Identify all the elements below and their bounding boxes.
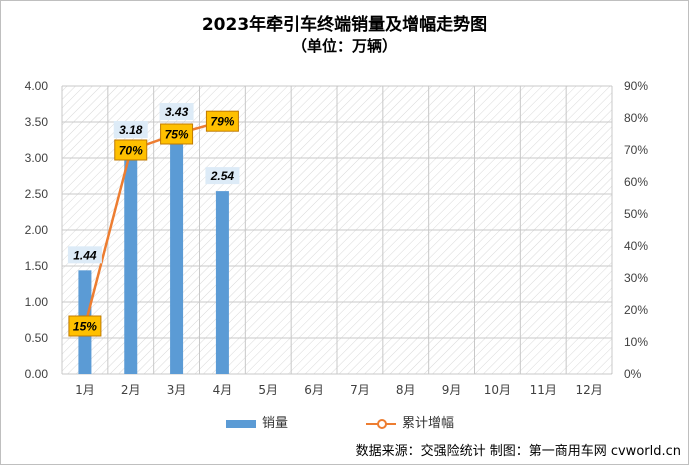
line-label-bg <box>68 315 102 337</box>
bar-data-label: 3.43 <box>165 105 189 119</box>
x-tick-label: 10月 <box>484 383 511 397</box>
bar-label-bg <box>113 121 148 139</box>
legend-label-sales: 销量 <box>262 416 289 431</box>
y-left-tick-label: 0.00 <box>25 367 49 381</box>
y-left-tick-label: 0.50 <box>25 331 49 345</box>
series-line-growth <box>83 119 223 327</box>
y-right-tick-label: 30% <box>624 271 648 285</box>
y-left-tick-label: 2.50 <box>25 187 49 201</box>
line-label-bg <box>160 123 194 145</box>
x-tick-label: 3月 <box>167 383 187 397</box>
x-tick-label: 5月 <box>258 383 278 397</box>
y-right-tick-label: 60% <box>624 175 648 189</box>
y-left-tick-label: 4.00 <box>25 79 49 93</box>
x-tick-label: 9月 <box>442 383 462 397</box>
bar-sales <box>170 127 184 374</box>
bar-data-label: 1.44 <box>73 248 97 262</box>
bar-label-bg <box>67 246 102 264</box>
x-tick-label: 4月 <box>213 383 233 397</box>
y-right-tick-label: 50% <box>624 207 648 221</box>
bar-label-bg <box>159 103 194 121</box>
line-data-label: 75% <box>165 128 189 142</box>
bar-data-label: 3.18 <box>119 123 143 137</box>
y-left-tick-label: 3.50 <box>25 115 49 129</box>
line-data-label: 79% <box>210 115 234 129</box>
bar-data-label: 2.54 <box>210 169 235 183</box>
bar-sales <box>215 191 229 374</box>
legend-item-growth: 累计增幅 <box>366 412 454 431</box>
line-data-label: 70% <box>119 144 143 158</box>
source-note: 数据来源：交强险统计 制图：第一商用车网 cvworld.cn <box>355 444 681 459</box>
y-right-tick-label: 10% <box>624 335 648 349</box>
y-right-tick-label: 90% <box>624 79 648 93</box>
legend-line-swatch <box>366 418 396 429</box>
legend-bar-swatch <box>226 419 256 428</box>
y-left-tick-label: 1.00 <box>25 295 49 309</box>
y-left-tick-label: 1.50 <box>25 259 49 273</box>
y-right-tick-label: 80% <box>624 111 648 125</box>
line-data-label: 15% <box>73 320 97 334</box>
line-label-bg <box>205 110 239 132</box>
legend-label-growth: 累计增幅 <box>402 416 455 431</box>
x-tick-label: 12月 <box>575 383 602 397</box>
chart-subtitle: （单位：万辆） <box>291 37 397 55</box>
line-label-bg <box>114 139 148 161</box>
legend-item-sales: 销量 <box>226 412 288 431</box>
x-tick-label: 8月 <box>396 383 416 397</box>
y-right-tick-label: 70% <box>624 143 648 157</box>
x-tick-label: 2月 <box>121 383 141 397</box>
y-right-tick-label: 0% <box>624 367 642 381</box>
bar-sales <box>124 145 138 374</box>
chart-title: 2023年牵引车终端销量及增幅走势图 <box>201 15 488 35</box>
x-tick-label: 1月 <box>75 383 95 397</box>
bar-label-bg <box>205 167 240 185</box>
x-tick-label: 11月 <box>530 383 557 397</box>
x-tick-label: 7月 <box>350 383 370 397</box>
y-left-tick-label: 2.00 <box>25 223 49 237</box>
x-tick-label: 6月 <box>304 383 324 397</box>
y-right-tick-label: 40% <box>624 239 648 253</box>
y-left-tick-label: 3.00 <box>25 151 49 165</box>
y-right-tick-label: 20% <box>624 303 648 317</box>
